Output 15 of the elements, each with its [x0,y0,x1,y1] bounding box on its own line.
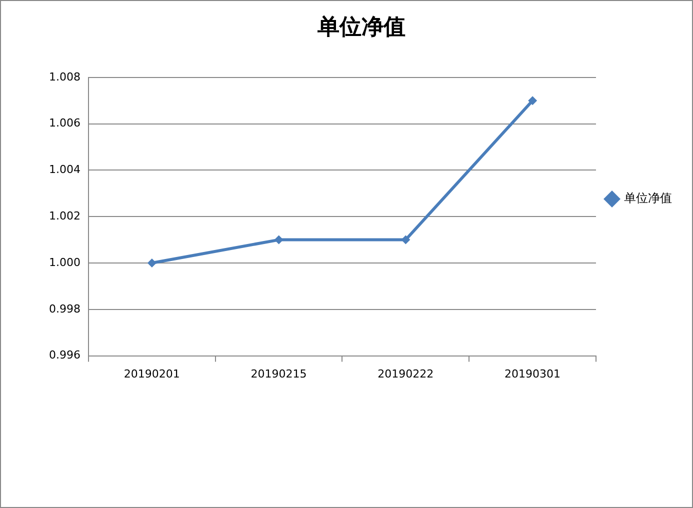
y-tick-label: 0.998 [48,302,80,316]
y-tick-label: 1.004 [48,163,80,176]
y-tick-label: 1.002 [48,209,80,222]
legend-label: 单位净值 [624,191,672,206]
y-tick-label: 0.996 [48,348,80,362]
y-tick-label: 1.008 [48,70,80,84]
y-tick-label: 1.006 [48,116,80,130]
chart-title: 单位净值 [316,14,406,40]
point [147,258,156,268]
x-tick-label: 20190201 [124,367,180,380]
x-tick-label: 20190215 [250,367,307,380]
x-tick-label: 20190222 [378,367,434,380]
point [528,96,538,106]
x-tick-label: 20190301 [504,367,561,380]
y-tick-label: 1.000 [48,256,80,269]
